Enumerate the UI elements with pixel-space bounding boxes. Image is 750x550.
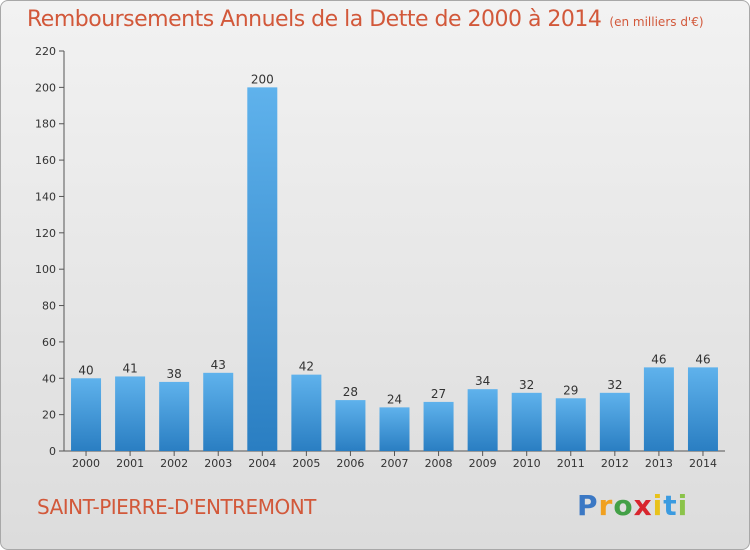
x-tick-label: 2003 [204, 457, 232, 470]
data-label: 32 [519, 378, 534, 392]
x-tick-label: 2000 [72, 457, 100, 470]
data-label: 29 [563, 383, 578, 397]
data-label: 40 [78, 363, 93, 377]
bar-2004 [247, 87, 278, 451]
y-tick-label: 60 [42, 336, 56, 349]
bar-2013 [643, 367, 674, 451]
y-tick-label: 0 [49, 445, 56, 458]
data-label: 27 [431, 387, 446, 401]
commune-name: SAINT-PIERRE-D'ENTREMONT [37, 495, 316, 519]
x-tick-label: 2008 [425, 457, 453, 470]
bar-2011 [555, 398, 586, 451]
bar-2007 [379, 407, 410, 451]
bar-2005 [291, 374, 322, 451]
bar-2014 [687, 367, 718, 451]
data-label: 24 [387, 392, 402, 406]
x-tick-label: 2007 [381, 457, 409, 470]
y-tick-label: 80 [42, 300, 56, 313]
x-tick-label: 2014 [689, 457, 717, 470]
data-label: 34 [475, 374, 490, 388]
bar-2001 [115, 376, 146, 451]
bar-2006 [335, 400, 366, 451]
y-tick-label: 20 [42, 409, 56, 422]
data-label: 32 [607, 378, 622, 392]
x-tick-label: 2009 [469, 457, 497, 470]
bar-2003 [203, 372, 234, 451]
y-tick-label: 160 [35, 154, 56, 167]
x-tick-label: 2004 [248, 457, 276, 470]
y-tick-label: 180 [35, 118, 56, 131]
y-tick-label: 120 [35, 227, 56, 240]
bars: 40 41 38 43 200 42 28 24 27 34 32 29 32 46 46 [71, 72, 718, 451]
data-label: 41 [122, 361, 137, 375]
bar-2010 [511, 392, 542, 451]
x-tick-label: 2011 [557, 457, 585, 470]
x-tick-label: 2001 [116, 457, 144, 470]
y-tick-label: 140 [35, 190, 56, 203]
data-label: 28 [343, 385, 358, 399]
unit-label: (en milliers d'€) [609, 15, 704, 29]
axes: 0 20 40 60 80 100 120 140 160 180 200 220 2000 2001 20… [35, 45, 725, 470]
x-tick-label: 2002 [160, 457, 188, 470]
y-tick-label: 220 [35, 45, 56, 58]
x-tick-label: 2006 [336, 457, 364, 470]
chart-title: Remboursements Annuels de la Dette de 20… [27, 7, 704, 32]
y-tick-label: 100 [35, 263, 56, 276]
data-label: 42 [299, 360, 314, 374]
bar-2009 [467, 389, 498, 451]
bar-2002 [159, 381, 190, 451]
title-text: Remboursements Annuels de la Dette de 20… [27, 7, 602, 32]
y-tick-label: 200 [35, 81, 56, 94]
x-tick-label: 2010 [513, 457, 541, 470]
bar-2008 [423, 401, 454, 451]
data-label: 38 [167, 367, 182, 381]
data-label: 46 [695, 352, 710, 366]
proxiti-logo: Proxiti [577, 489, 689, 522]
data-label: 200 [251, 72, 274, 86]
y-tick-label: 40 [42, 372, 56, 385]
x-tick-label: 2005 [292, 457, 320, 470]
data-label: 43 [211, 358, 226, 372]
bar-2012 [599, 392, 630, 451]
x-tick-label: 2012 [601, 457, 629, 470]
data-label: 46 [651, 352, 666, 366]
bar-2000 [71, 378, 102, 451]
x-tick-label: 2013 [645, 457, 673, 470]
